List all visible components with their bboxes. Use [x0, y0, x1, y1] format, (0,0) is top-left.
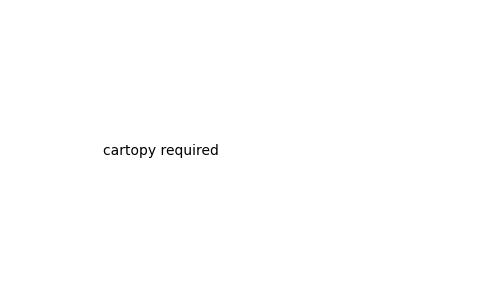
Text: cartopy required: cartopy required: [104, 144, 219, 157]
